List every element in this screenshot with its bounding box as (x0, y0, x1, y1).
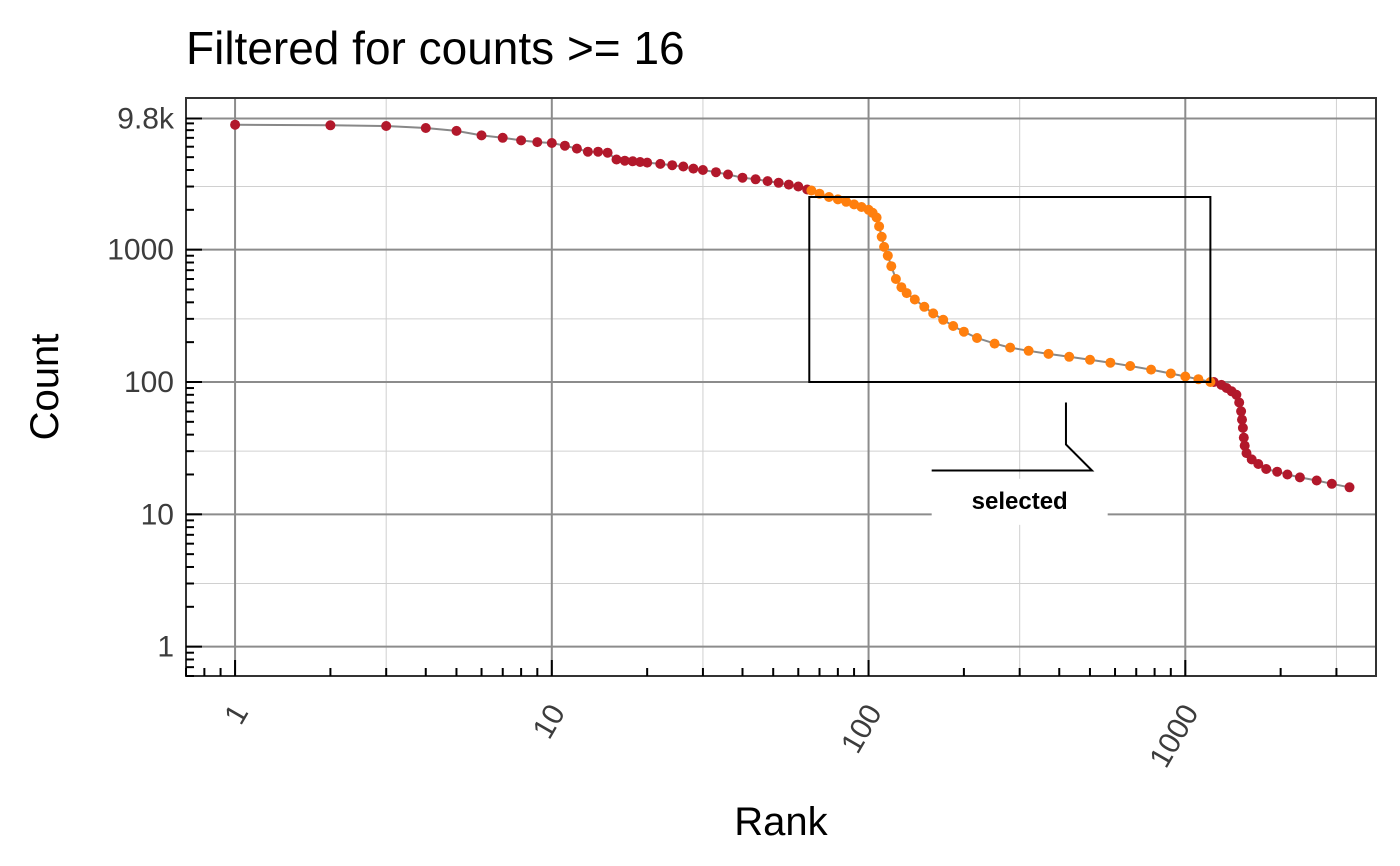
data-point-selected (901, 288, 912, 299)
data-point-selected (874, 221, 885, 232)
data-point-not-selected (750, 174, 761, 185)
data-point-not-selected (1282, 469, 1293, 480)
data-point-not-selected (420, 123, 431, 133)
data-point-not-selected (697, 165, 708, 175)
data-point-selected (919, 301, 930, 312)
data-point-not-selected (688, 163, 699, 174)
data-point-not-selected (737, 172, 748, 183)
data-point-not-selected (1231, 389, 1242, 400)
data-point-selected (890, 274, 901, 284)
data-point-selected (871, 212, 882, 223)
data-point-not-selected (642, 157, 653, 168)
data-point-not-selected (1237, 414, 1247, 425)
data-point-not-selected (1311, 475, 1322, 486)
data-point-selected (806, 185, 817, 196)
data-point-selected (938, 314, 949, 325)
data-point-selected (1005, 342, 1016, 353)
data-point-selected (1180, 371, 1191, 382)
y-tick-label: 1 (157, 631, 174, 664)
data-point-not-selected (451, 125, 462, 136)
data-point-selected (989, 338, 1000, 349)
rank-count-curve-line (235, 123, 1350, 489)
data-point-not-selected (1344, 482, 1355, 493)
y-tick-label: 1000 (107, 234, 174, 267)
data-point-selected (1125, 361, 1136, 371)
data-point-not-selected (1326, 478, 1337, 489)
data-point-selected (1064, 351, 1075, 362)
x-tick-label: 1 (218, 699, 255, 730)
data-point-not-selected (723, 169, 733, 180)
x-tick-label: 10 (527, 699, 572, 744)
data-point-not-selected (546, 138, 557, 148)
data-point-not-selected (1294, 472, 1305, 483)
data-point-not-selected (619, 155, 630, 166)
data-point-selected (879, 241, 890, 252)
data-point-not-selected (325, 120, 336, 131)
data-point-not-selected (1261, 464, 1272, 474)
data-point-not-selected (1234, 397, 1245, 408)
data-point-selected (886, 261, 897, 272)
data-point-not-selected (602, 147, 613, 158)
data-point-selected (928, 308, 939, 319)
grid-minor (186, 98, 1376, 676)
selection-box (808, 196, 1212, 383)
data-point-not-selected (532, 137, 543, 148)
data-point-not-selected (667, 160, 678, 171)
data-point-selected (972, 333, 982, 343)
annotation-label: selected (972, 488, 1068, 515)
data-point-not-selected (497, 132, 508, 143)
data-point-selected (1146, 364, 1157, 375)
data-point-not-selected (678, 161, 689, 172)
data-point-not-selected (1236, 406, 1247, 417)
data-point-not-selected (773, 177, 784, 188)
data-point-selected (882, 250, 893, 261)
data-point-selected (909, 294, 920, 305)
x-tick-label: 100 (835, 699, 889, 759)
data-point-selected (958, 326, 969, 337)
data-point-not-selected (655, 158, 666, 169)
data-point-not-selected (793, 181, 804, 192)
data-point-not-selected (762, 176, 773, 187)
data-point-not-selected (1238, 432, 1249, 443)
data-point-not-selected (1237, 422, 1248, 433)
data-point-selected (1105, 357, 1116, 368)
data-point-selected (841, 196, 852, 207)
y-tick-label: 100 (124, 366, 174, 399)
data-point-not-selected (559, 140, 570, 151)
data-point-selected (1165, 368, 1176, 379)
chart-title: Filtered for counts >= 16 (186, 22, 685, 74)
data-point-not-selected (571, 143, 582, 154)
data-point-not-selected (1253, 459, 1264, 469)
data-point-selected (1043, 348, 1054, 359)
y-axis: 1 10 100 1000 9.8k (107, 102, 202, 677)
data-point-selected (1023, 345, 1034, 356)
x-tick-label: 1000 (1143, 699, 1205, 773)
data-point-not-selected (230, 119, 241, 130)
data-point-selected (948, 321, 959, 331)
data-point-not-selected (783, 179, 794, 190)
y-tick-label: 9.8k (117, 102, 175, 135)
data-point-not-selected (627, 156, 638, 167)
y-axis-title: Count (23, 334, 67, 441)
data-point-not-selected (711, 167, 721, 178)
y-tick-label: 10 (141, 498, 174, 531)
x-axis-title: Rank (734, 800, 828, 844)
data-point-not-selected (516, 135, 527, 146)
data-point-not-selected (611, 154, 622, 165)
data-points (230, 119, 1355, 493)
plot-panel-border (185, 97, 1377, 677)
data-point-not-selected (476, 130, 487, 141)
annotation-label-background (931, 478, 1108, 525)
annotation-callout-line (931, 402, 1095, 472)
data-point-not-selected (381, 121, 392, 131)
data-point-not-selected (582, 146, 593, 157)
data-point-not-selected (593, 146, 604, 157)
selected-annotation: selected (931, 402, 1108, 525)
data-point-selected (876, 231, 887, 242)
data-point-selected (1085, 354, 1095, 365)
data-point-not-selected (1272, 466, 1283, 477)
